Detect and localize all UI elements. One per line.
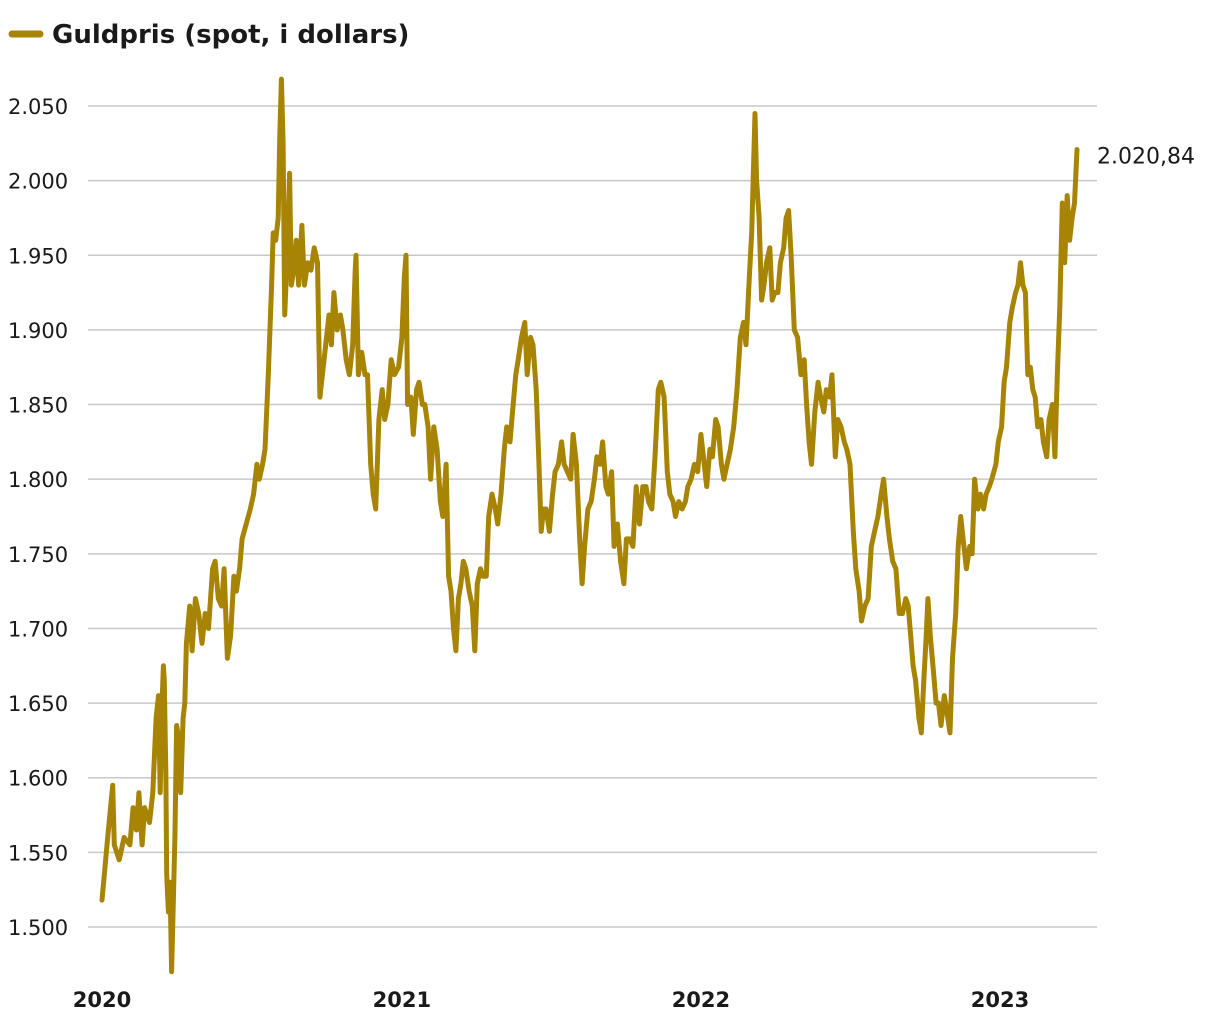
y-tick-label-1700: 1.700 bbox=[8, 617, 68, 641]
y-tick-label-1750: 1.750 bbox=[8, 543, 68, 567]
y-axis-tick-labels: 1.500 1.550 1.600 1.650 1.700 1.750 1.800 1.850… bbox=[8, 95, 68, 940]
chart-legend: Guldpris (spot, i dollars) bbox=[8, 20, 409, 50]
x-axis-tick-labels: 2020 2021 2022 2023 bbox=[73, 988, 1029, 1012]
y-tick-label-1850: 1.850 bbox=[8, 394, 68, 418]
end-value-label: 2.020,84 bbox=[1097, 145, 1195, 170]
y-tick-label-2050: 2.050 bbox=[8, 95, 68, 119]
x-tick-label-2023: 2023 bbox=[971, 988, 1029, 1012]
x-tick-label-2022: 2022 bbox=[672, 988, 730, 1012]
x-tick-label-2020: 2020 bbox=[73, 988, 131, 1012]
y-tick-label-1900: 1.900 bbox=[8, 319, 68, 343]
y-gridlines bbox=[88, 105, 1097, 928]
x-tick-label-2021: 2021 bbox=[373, 988, 431, 1012]
y-tick-label-1650: 1.650 bbox=[8, 692, 68, 716]
y-tick-label-1950: 1.950 bbox=[8, 244, 68, 268]
chart-series bbox=[99, 76, 1080, 975]
y-tick-label-1800: 1.800 bbox=[8, 468, 68, 492]
legend-label-gold-price: Guldpris (spot, i dollars) bbox=[52, 20, 409, 50]
series-line-gold-price bbox=[99, 76, 1080, 975]
y-tick-label-1600: 1.600 bbox=[8, 767, 68, 791]
y-tick-label-1500: 1.500 bbox=[8, 916, 68, 940]
y-tick-label-1550: 1.550 bbox=[8, 841, 68, 865]
y-tick-label-2000: 2.000 bbox=[8, 170, 68, 194]
